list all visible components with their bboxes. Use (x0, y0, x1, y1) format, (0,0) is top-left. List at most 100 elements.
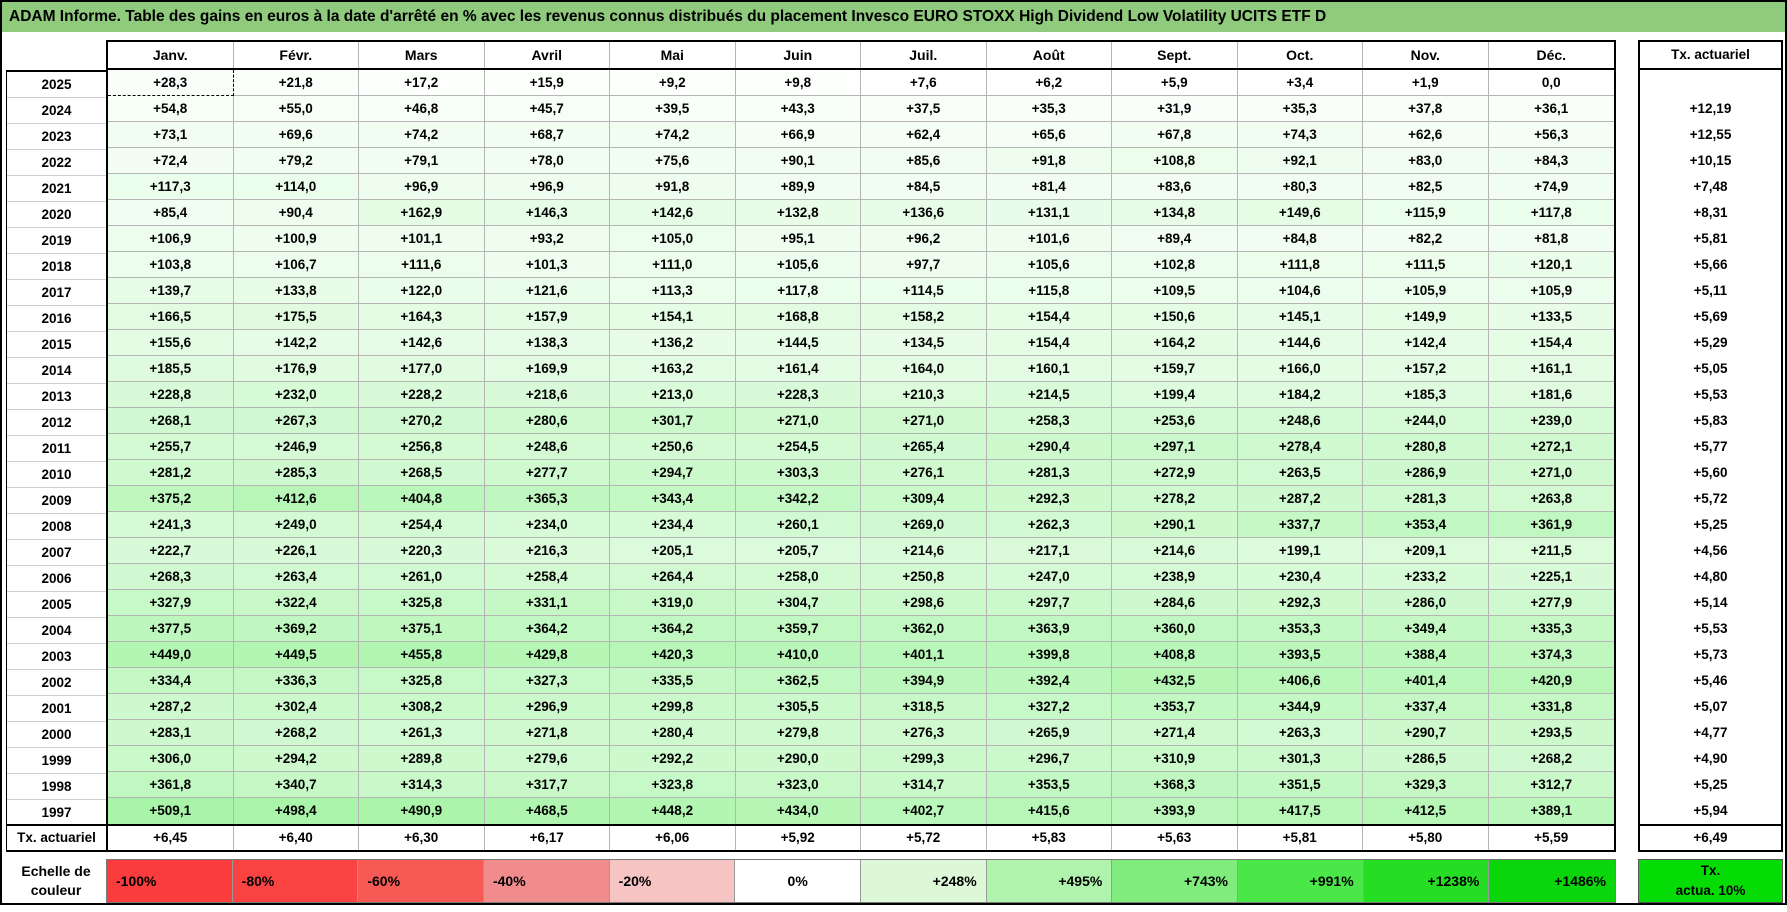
gain-cell[interactable]: +55,0 (233, 96, 359, 122)
gain-cell[interactable]: +89,4 (1112, 226, 1238, 252)
actuarial-rate-value[interactable] (1640, 70, 1781, 96)
gain-cell[interactable]: +85,6 (861, 148, 987, 174)
gain-cell[interactable]: +120,1 (1488, 252, 1614, 278)
gain-cell[interactable]: +162,9 (359, 200, 485, 226)
year-label[interactable]: 2006 (7, 566, 106, 592)
year-label[interactable]: 2013 (7, 384, 106, 410)
gain-cell[interactable]: +248,6 (1237, 408, 1363, 434)
actuarial-month-value[interactable]: +5,80 (1363, 826, 1489, 850)
year-label[interactable]: 2023 (7, 124, 106, 150)
year-label[interactable]: 2018 (7, 254, 106, 280)
gain-cell[interactable]: +228,2 (359, 382, 485, 408)
gain-cell[interactable]: +159,7 (1112, 356, 1238, 382)
gain-cell[interactable]: +334,4 (108, 668, 234, 694)
gain-cell[interactable]: +226,1 (233, 538, 359, 564)
gain-cell[interactable]: +270,2 (359, 408, 485, 434)
actuarial-rate-value[interactable]: +12,55 (1689, 127, 1732, 142)
gain-cell[interactable]: +101,1 (359, 226, 485, 252)
gain-cell[interactable]: +337,4 (1363, 694, 1489, 720)
gain-cell[interactable]: +54,8 (108, 96, 234, 122)
gain-cell[interactable]: +258,4 (484, 564, 610, 590)
gain-cell[interactable]: +375,2 (108, 486, 234, 512)
gain-cell[interactable]: +145,1 (1237, 304, 1363, 330)
gain-cell[interactable]: +342,2 (735, 486, 861, 512)
gain-cell[interactable]: +230,4 (1237, 564, 1363, 590)
gain-cell[interactable]: +142,2 (233, 330, 359, 356)
gain-cell[interactable]: +299,3 (861, 746, 987, 772)
gain-cell[interactable]: +43,3 (735, 96, 861, 122)
gain-cell[interactable]: +277,7 (484, 460, 610, 486)
gain-cell[interactable]: +408,8 (1112, 642, 1238, 668)
year-label[interactable]: 2015 (7, 332, 106, 358)
gain-cell[interactable]: +97,7 (861, 252, 987, 278)
gain-cell[interactable]: +276,1 (861, 460, 987, 486)
gain-cell[interactable]: +248,6 (484, 434, 610, 460)
gain-cell[interactable]: +319,0 (610, 590, 736, 616)
gain-cell[interactable]: +429,8 (484, 642, 610, 668)
gain-cell[interactable]: +155,6 (108, 330, 234, 356)
gain-cell[interactable]: +164,0 (861, 356, 987, 382)
gain-cell[interactable]: +36,1 (1488, 96, 1614, 122)
gain-cell[interactable]: +289,8 (359, 746, 485, 772)
actuarial-month-value[interactable]: +6,45 (108, 826, 234, 850)
year-label[interactable]: 2007 (7, 540, 106, 566)
gain-cell[interactable]: +280,6 (484, 408, 610, 434)
gain-cell[interactable]: +271,0 (735, 408, 861, 434)
gain-cell[interactable]: +81,8 (1488, 226, 1614, 252)
year-label[interactable]: 1997 (7, 800, 106, 826)
gain-cell[interactable]: +111,6 (359, 252, 485, 278)
gain-cell[interactable]: +286,0 (1363, 590, 1489, 616)
actuarial-rate-value[interactable]: +5,94 (1693, 803, 1728, 818)
actuarial-rate-value[interactable]: +12,19 (1689, 101, 1732, 116)
gain-cell[interactable]: +15,9 (484, 70, 610, 96)
gain-cell[interactable]: +278,2 (1112, 486, 1238, 512)
gain-cell[interactable]: +132,8 (735, 200, 861, 226)
gain-cell[interactable]: +267,3 (233, 408, 359, 434)
gain-cell[interactable]: +375,1 (359, 616, 485, 642)
gain-cell[interactable]: +114,0 (233, 174, 359, 200)
gain-cell[interactable]: +133,8 (233, 278, 359, 304)
gain-cell[interactable]: +106,9 (108, 226, 234, 252)
gain-cell[interactable]: +113,3 (610, 278, 736, 304)
gain-cell[interactable]: +72,4 (108, 148, 234, 174)
gain-cell[interactable]: +317,7 (484, 772, 610, 798)
actuarial-rate-value[interactable]: +4,56 (1693, 543, 1728, 558)
gain-cell[interactable]: +91,8 (986, 148, 1112, 174)
gain-cell[interactable]: +81,4 (986, 174, 1112, 200)
gain-cell[interactable]: +164,3 (359, 304, 485, 330)
actuarial-rate-value[interactable]: +5,14 (1693, 595, 1728, 610)
gain-cell[interactable]: +74,2 (359, 122, 485, 148)
gain-cell[interactable]: +374,3 (1488, 642, 1614, 668)
gain-cell[interactable]: +157,2 (1363, 356, 1489, 382)
gain-cell[interactable]: +335,5 (610, 668, 736, 694)
gain-cell[interactable]: +17,2 (359, 70, 485, 96)
gain-cell[interactable]: +169,9 (484, 356, 610, 382)
year-label[interactable]: 2000 (7, 722, 106, 748)
gain-cell[interactable]: +95,1 (735, 226, 861, 252)
gain-cell[interactable]: +166,0 (1237, 356, 1363, 382)
gain-cell[interactable]: +314,3 (359, 772, 485, 798)
gain-cell[interactable]: +62,4 (861, 122, 987, 148)
gain-cell[interactable]: +353,3 (1237, 616, 1363, 642)
gain-cell[interactable]: +449,0 (108, 642, 234, 668)
gain-cell[interactable]: +287,2 (1237, 486, 1363, 512)
gain-cell[interactable]: +68,7 (484, 122, 610, 148)
gain-cell[interactable]: +265,9 (986, 720, 1112, 746)
gain-cell[interactable]: +264,4 (610, 564, 736, 590)
gain-cell[interactable]: +210,3 (861, 382, 987, 408)
gain-cell[interactable]: +304,7 (735, 590, 861, 616)
gain-cell[interactable]: +255,7 (108, 434, 234, 460)
actuarial-rate-value[interactable]: +5,83 (1693, 413, 1728, 428)
gain-cell[interactable]: +349,4 (1363, 616, 1489, 642)
gain-cell[interactable]: +298,6 (861, 590, 987, 616)
actuarial-rate-value[interactable]: +5,25 (1693, 517, 1728, 532)
year-label[interactable]: 2017 (7, 280, 106, 306)
actuarial-month-value[interactable]: +6,17 (485, 826, 610, 850)
gain-cell[interactable]: +244,0 (1363, 408, 1489, 434)
actuarial-rate-value[interactable]: +5,25 (1693, 777, 1728, 792)
actuarial-rate-value[interactable]: +5,77 (1693, 439, 1728, 454)
year-label[interactable]: 2022 (7, 150, 106, 176)
actuarial-month-value[interactable]: +5,83 (987, 826, 1112, 850)
year-label[interactable]: 2005 (7, 592, 106, 618)
gain-cell[interactable]: +412,6 (233, 486, 359, 512)
